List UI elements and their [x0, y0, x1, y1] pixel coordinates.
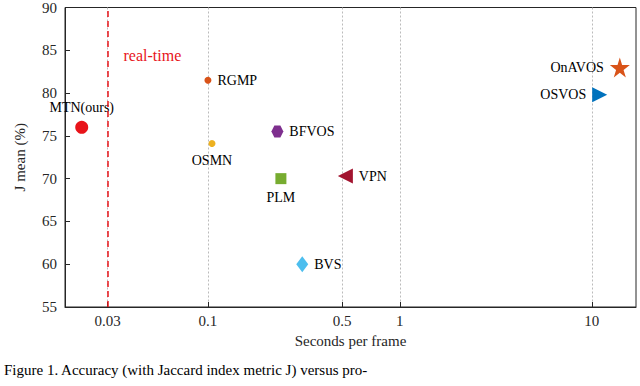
svg-text:BFVOS: BFVOS [289, 124, 334, 139]
svg-text:OSVOS: OSVOS [540, 87, 586, 102]
svg-text:0.03: 0.03 [94, 313, 120, 329]
svg-text:60: 60 [42, 256, 57, 272]
svg-text:MTN(ours): MTN(ours) [49, 100, 114, 116]
svg-text:OSMN: OSMN [192, 153, 232, 168]
svg-text:BVS: BVS [314, 257, 341, 272]
svg-text:1: 1 [396, 313, 404, 329]
svg-text:0.1: 0.1 [199, 313, 218, 329]
svg-text:PLM: PLM [267, 190, 296, 205]
svg-text:55: 55 [42, 299, 57, 315]
svg-text:85: 85 [42, 42, 57, 58]
svg-text:Seconds per frame: Seconds per frame [295, 333, 407, 349]
svg-text:OnAVOS: OnAVOS [550, 60, 603, 75]
svg-text:65: 65 [42, 213, 57, 229]
svg-text:10: 10 [584, 313, 599, 329]
svg-text:0.5: 0.5 [333, 313, 352, 329]
svg-text:real-time: real-time [124, 47, 182, 64]
svg-text:70: 70 [42, 171, 57, 187]
svg-text:Figure 1. Accuracy (with Jacca: Figure 1. Accuracy (with Jaccard index m… [4, 362, 367, 379]
svg-text:J mean (%): J mean (%) [12, 123, 29, 191]
svg-text:75: 75 [42, 128, 57, 144]
svg-text:90: 90 [42, 0, 57, 16]
svg-text:VPN: VPN [359, 169, 387, 184]
svg-text:80: 80 [42, 85, 57, 101]
svg-text:RGMP: RGMP [217, 73, 257, 88]
